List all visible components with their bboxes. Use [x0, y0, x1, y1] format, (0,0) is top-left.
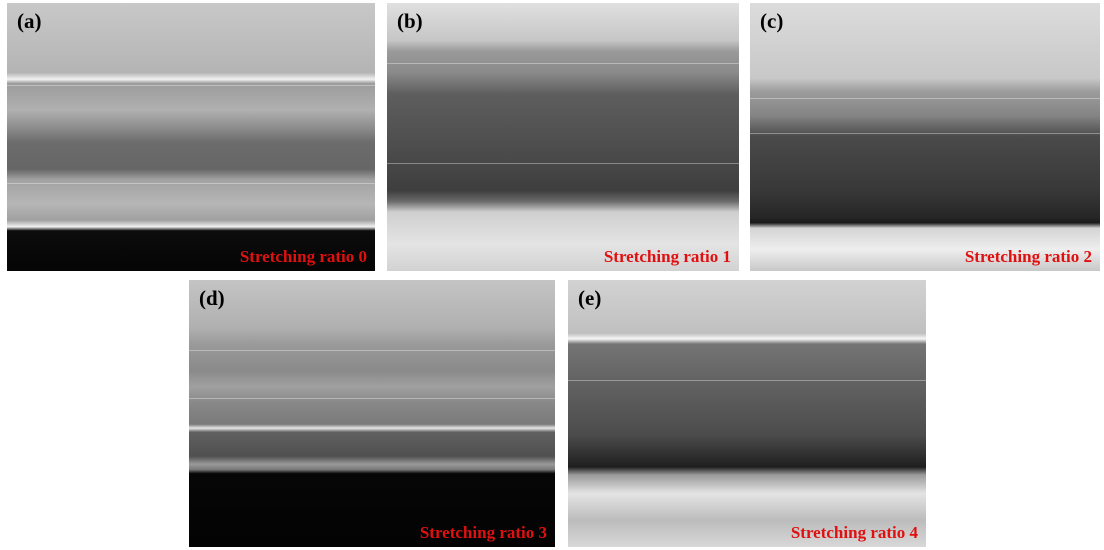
panel-caption: Stretching ratio 2 — [965, 247, 1092, 267]
panel-caption: Stretching ratio 4 — [791, 523, 918, 543]
sem-image: (e) Stretching ratio 4 — [568, 280, 926, 547]
stripe — [189, 398, 555, 399]
stripe — [189, 350, 555, 351]
stripe — [750, 98, 1100, 99]
stripe — [7, 183, 375, 184]
stripe — [750, 133, 1100, 134]
sem-image: (c) Stretching ratio 2 — [750, 3, 1100, 271]
panel-label: (c) — [760, 9, 783, 34]
stripe — [387, 163, 739, 164]
panel-caption: Stretching ratio 1 — [604, 247, 731, 267]
stripe — [7, 85, 375, 86]
sem-image: (d) Stretching ratio 3 — [189, 280, 555, 547]
stripe — [568, 380, 926, 381]
panel-label: (e) — [578, 286, 601, 311]
panel-label: (d) — [199, 286, 225, 311]
panel-caption: Stretching ratio 3 — [420, 523, 547, 543]
sem-image: (a) Stretching ratio 0 — [7, 3, 375, 271]
sem-image: (b) Stretching ratio 1 — [387, 3, 739, 271]
panel-caption: Stretching ratio 0 — [240, 247, 367, 267]
panel-label: (b) — [397, 9, 423, 34]
panel-label: (a) — [17, 9, 42, 34]
stripe — [387, 63, 739, 64]
figure: (a) Stretching ratio 0 (b) Stretching ra… — [0, 0, 1104, 550]
